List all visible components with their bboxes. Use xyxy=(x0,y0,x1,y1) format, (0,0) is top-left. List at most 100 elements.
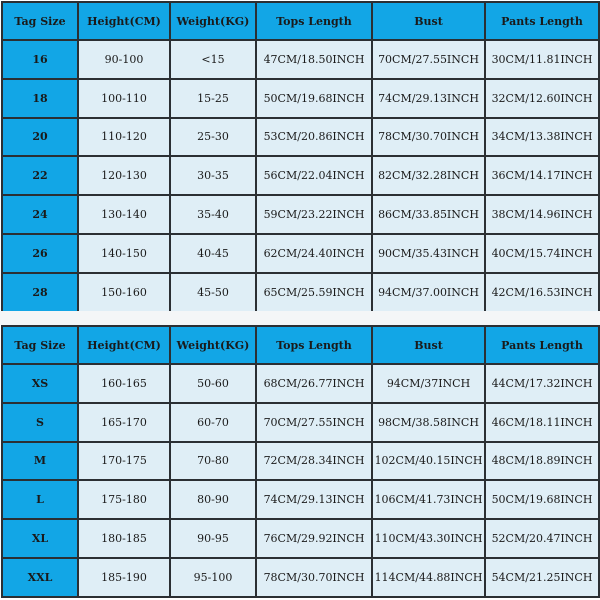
table-cell: 48CM/18.89INCH xyxy=(484,440,600,482)
kids-size-table: Tag Size Height(CM) Weight(KG) Tops Length B… xyxy=(1,1,600,313)
table-cell: 120-130 xyxy=(77,155,171,197)
tag-size-cell: 16 xyxy=(1,39,79,80)
table-cell: 78CM/30.70INCH xyxy=(255,556,373,598)
tag-size-cell: XL xyxy=(1,518,79,559)
table-cell: 32CM/12.60INCH xyxy=(484,77,600,119)
column-header: Weight(KG) xyxy=(169,325,257,365)
tag-size-cell: 22 xyxy=(1,155,79,197)
table-cell: 50CM/19.68INCH xyxy=(484,479,600,521)
table-cell: 72CM/28.34INCH xyxy=(255,440,373,482)
table-cell: 170-175 xyxy=(77,440,171,482)
table-cell: 185-190 xyxy=(77,556,171,598)
column-header: Weight(KG) xyxy=(169,1,257,41)
table-cell: 80-90 xyxy=(169,479,257,521)
table-cell: 46CM/18.11INCH xyxy=(484,401,600,443)
adult-size-table: Tag Size Height(CM) Weight(KG) Tops Length B… xyxy=(1,325,600,598)
table-cell: 110-120 xyxy=(77,116,171,158)
table-cell: 44CM/17.32INCH xyxy=(484,363,600,404)
tag-size-cell: 24 xyxy=(1,194,79,235)
table-row: 22 120-130 30-35 56CM/22.04INCH 82CM/32.28IN… xyxy=(1,155,600,197)
tag-size-cell: S xyxy=(1,401,79,443)
column-header: Tops Length xyxy=(255,1,373,41)
table-row: 20 110-120 25-30 53CM/20.86INCH 78CM/30.70IN… xyxy=(1,116,600,158)
table-cell: 165-170 xyxy=(77,401,171,443)
table-cell: 65CM/25.59INCH xyxy=(255,271,373,313)
table-cell: 160-165 xyxy=(77,363,171,404)
table-row: 26 140-150 40-45 62CM/24.40INCH 90CM/35.43IN… xyxy=(1,232,600,274)
table-row: XL 180-185 90-95 76CM/29.92INCH 110CM/43.30I… xyxy=(1,518,600,559)
table-cell: 42CM/16.53INCH xyxy=(484,271,600,313)
column-header: Height(CM) xyxy=(77,1,171,41)
table-cell: 36CM/14.17INCH xyxy=(484,155,600,197)
table-cell: 94CM/37INCH xyxy=(371,363,486,404)
table-cell: 60-70 xyxy=(169,401,257,443)
table-cell: 102CM/40.15INCH xyxy=(371,440,486,482)
table-cell: <15 xyxy=(169,39,257,80)
tag-size-cell: 18 xyxy=(1,77,79,119)
table-cell: 76CM/29.92INCH xyxy=(255,518,373,559)
table-cell: 70CM/27.55INCH xyxy=(371,39,486,80)
table-cell: 50-60 xyxy=(169,363,257,404)
table-cell: 94CM/37.00INCH xyxy=(371,271,486,313)
table-cell: 90-95 xyxy=(169,518,257,559)
table-cell: 68CM/26.77INCH xyxy=(255,363,373,404)
column-header: Pants Length xyxy=(484,325,600,365)
table-row: XS 160-165 50-60 68CM/26.77INCH 94CM/37INCH 4… xyxy=(1,363,600,404)
column-header: Tops Length xyxy=(255,325,373,365)
column-header: Bust xyxy=(371,325,486,365)
table-cell: 90CM/35.43INCH xyxy=(371,232,486,274)
table-row: 28 150-160 45-50 65CM/25.59INCH 94CM/37.00IN… xyxy=(1,271,600,313)
header-row: Tag Size Height(CM) Weight(KG) Tops Length B… xyxy=(1,1,600,41)
column-header: Tag Size xyxy=(1,325,79,365)
table-separator xyxy=(0,311,600,325)
table-cell: 106CM/41.73INCH xyxy=(371,479,486,521)
table-cell: 114CM/44.88INCH xyxy=(371,556,486,598)
column-header: Pants Length xyxy=(484,1,600,41)
table-row: L 175-180 80-90 74CM/29.13INCH 106CM/41.73IN… xyxy=(1,479,600,521)
table-cell: 130-140 xyxy=(77,194,171,235)
table-cell: 50CM/19.68INCH xyxy=(255,77,373,119)
table-cell: 78CM/30.70INCH xyxy=(371,116,486,158)
table-cell: 54CM/21.25INCH xyxy=(484,556,600,598)
table-row: S 165-170 60-70 70CM/27.55INCH 98CM/38.58INC… xyxy=(1,401,600,443)
table-row: M 170-175 70-80 72CM/28.34INCH 102CM/40.15IN… xyxy=(1,440,600,482)
table-cell: 180-185 xyxy=(77,518,171,559)
table-cell: 110CM/43.30INCH xyxy=(371,518,486,559)
table-cell: 52CM/20.47INCH xyxy=(484,518,600,559)
column-header: Height(CM) xyxy=(77,325,171,365)
table-cell: 74CM/29.13INCH xyxy=(255,479,373,521)
tag-size-cell: L xyxy=(1,479,79,521)
table-row: 16 90-100 <15 47CM/18.50INCH 70CM/27.55INCH 3… xyxy=(1,39,600,80)
column-header: Tag Size xyxy=(1,1,79,41)
table-cell: 47CM/18.50INCH xyxy=(255,39,373,80)
tag-size-cell: XS xyxy=(1,363,79,404)
table-cell: 70CM/27.55INCH xyxy=(255,401,373,443)
column-header: Bust xyxy=(371,1,486,41)
table-cell: 40-45 xyxy=(169,232,257,274)
table-cell: 70-80 xyxy=(169,440,257,482)
table-cell: 95-100 xyxy=(169,556,257,598)
table-cell: 15-25 xyxy=(169,77,257,119)
table-cell: 86CM/33.85INCH xyxy=(371,194,486,235)
tag-size-cell: 20 xyxy=(1,116,79,158)
table-cell: 100-110 xyxy=(77,77,171,119)
table-cell: 140-150 xyxy=(77,232,171,274)
table-cell: 175-180 xyxy=(77,479,171,521)
table-cell: 98CM/38.58INCH xyxy=(371,401,486,443)
table-row: XXL 185-190 95-100 78CM/30.70INCH 114CM/44.8… xyxy=(1,556,600,598)
header-row: Tag Size Height(CM) Weight(KG) Tops Length B… xyxy=(1,325,600,365)
tag-size-cell: 28 xyxy=(1,271,79,313)
tag-size-cell: XXL xyxy=(1,556,79,598)
table-row: 24 130-140 35-40 59CM/23.22INCH 86CM/33.85IN… xyxy=(1,194,600,235)
table-cell: 74CM/29.13INCH xyxy=(371,77,486,119)
table-cell: 34CM/13.38INCH xyxy=(484,116,600,158)
table-cell: 40CM/15.74INCH xyxy=(484,232,600,274)
table-cell: 59CM/23.22INCH xyxy=(255,194,373,235)
table-cell: 30-35 xyxy=(169,155,257,197)
table-cell: 53CM/20.86INCH xyxy=(255,116,373,158)
table-cell: 150-160 xyxy=(77,271,171,313)
table-cell: 82CM/32.28INCH xyxy=(371,155,486,197)
table-cell: 90-100 xyxy=(77,39,171,80)
tag-size-cell: 26 xyxy=(1,232,79,274)
table-cell: 38CM/14.96INCH xyxy=(484,194,600,235)
